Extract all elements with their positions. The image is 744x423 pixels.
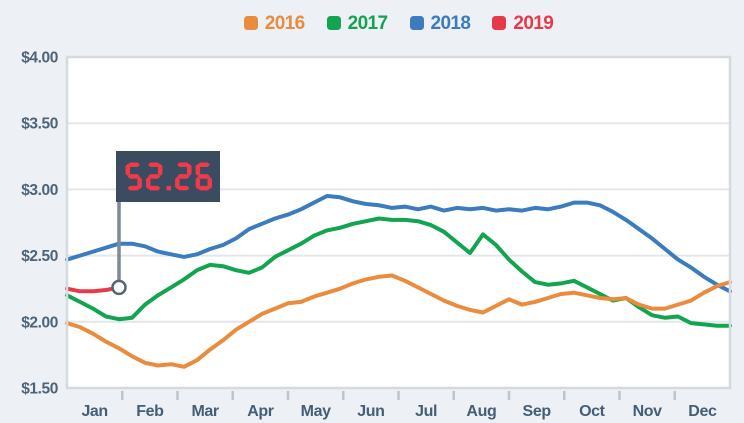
x-axis-label: Apr [247, 403, 274, 420]
x-axis-label: Dec [688, 403, 717, 420]
legend-item-2017[interactable]: 2017 [326, 12, 388, 34]
legend-label-2019: 2019 [513, 12, 554, 34]
digit-segment [195, 176, 201, 190]
digit-segment [177, 162, 190, 167]
price-flag-digital-value [125, 162, 212, 191]
digit-segment [127, 162, 140, 167]
digit-segment [148, 185, 161, 191]
legend-item-2019[interactable]: 2019 [492, 12, 554, 34]
legend-swatch-2017 [326, 16, 341, 30]
y-axis-label: $2.00 [21, 314, 58, 331]
digit-segment [137, 176, 142, 190]
legend-swatch-2018 [409, 16, 424, 30]
digit-segment [148, 162, 161, 167]
x-axis-label: Oct [579, 403, 606, 420]
series-line-2016 [65, 273, 732, 369]
chart-legend: 2016 2017 2018 2019 [67, 11, 730, 35]
digit-segment [175, 176, 180, 190]
plot-background [67, 57, 730, 388]
digit-segment [148, 174, 161, 179]
digit-segment [197, 162, 210, 167]
x-axis-label: Feb [136, 403, 164, 420]
x-axis-label: Jan [81, 403, 107, 420]
series-line-2019 [65, 285, 121, 294]
legend-label-2016: 2016 [264, 12, 305, 34]
y-axis-label: $3.00 [21, 182, 58, 199]
digit-segment [207, 176, 212, 190]
legend-label-2018: 2018 [430, 12, 471, 34]
y-axis-label: $4.00 [21, 50, 58, 67]
digit-segment [146, 176, 151, 190]
digit-segment [127, 174, 140, 179]
current-price-marker [111, 279, 127, 296]
legend-item-2016[interactable]: 2016 [243, 12, 305, 34]
series-line-2018 [65, 194, 732, 294]
y-axis-label: $1.50 [21, 381, 58, 398]
plot-border [65, 55, 732, 390]
x-axis-label: Nov [633, 403, 663, 420]
x-axis-ticks [121, 391, 676, 400]
legend-swatch-2016 [243, 16, 258, 30]
digit-segment [197, 185, 210, 191]
legend-label-2017: 2017 [347, 12, 388, 34]
digit-segment [177, 185, 190, 191]
digit-segment [195, 163, 201, 176]
digit-segment [197, 174, 210, 179]
legend-swatch-2019 [492, 16, 507, 30]
x-axis-label: Jun [357, 403, 384, 420]
x-axis-labels: Jan Feb Mar Apr May Jun Jul Aug Sep Oct Nov Dec [81, 403, 717, 420]
series-lines [65, 194, 732, 369]
digit-segment [127, 185, 140, 191]
digit-segment [177, 174, 190, 179]
x-axis-label: Aug [466, 403, 496, 420]
legend-item-2018[interactable]: 2018 [409, 12, 471, 34]
digit-segment [157, 163, 163, 176]
y-axis-labels: $4.00 $3.50 $3.00 $2.50 $2.00 $1.50 [21, 50, 58, 398]
digit-dot [166, 185, 171, 191]
digit-segment [187, 163, 192, 176]
x-axis-label: Mar [191, 403, 218, 420]
x-axis-label: Sep [523, 403, 552, 420]
digit-segment [125, 163, 130, 176]
y-axis-label: $3.50 [21, 116, 58, 133]
x-axis-label: May [301, 403, 331, 420]
y-axis-label: $2.50 [21, 248, 58, 265]
x-axis-label: Jul [415, 403, 437, 420]
